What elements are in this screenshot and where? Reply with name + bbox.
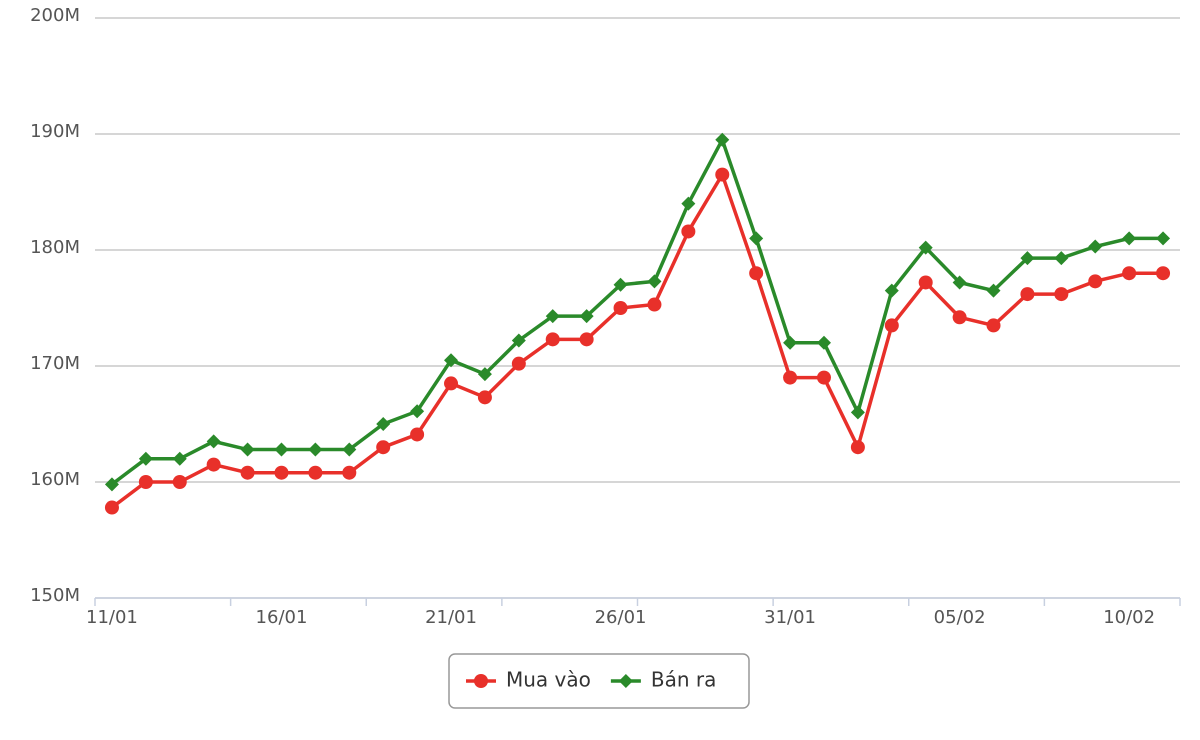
y-tick-label: 180M — [30, 237, 80, 258]
data-point — [579, 332, 594, 347]
data-point — [884, 283, 899, 298]
data-point — [206, 457, 221, 472]
y-tick-label: 160M — [30, 469, 80, 490]
data-point — [681, 224, 696, 239]
data-point — [1020, 251, 1035, 266]
data-point — [1122, 231, 1137, 246]
data-point — [444, 376, 459, 391]
data-point — [1054, 251, 1069, 266]
data-point — [1156, 266, 1171, 281]
data-point — [410, 427, 425, 442]
data-point — [1088, 239, 1103, 254]
x-tick-label: 05/02 — [934, 607, 986, 628]
data-point — [613, 301, 628, 315]
data-point — [952, 275, 967, 290]
data-point — [952, 310, 967, 325]
data-point — [138, 475, 153, 489]
data-point — [1156, 231, 1171, 246]
legend-marker — [474, 674, 488, 688]
data-point — [749, 266, 764, 281]
legend-marker — [618, 674, 633, 688]
y-tick-label: 150M — [30, 585, 80, 606]
data-point — [715, 132, 730, 147]
data-point — [850, 405, 865, 420]
data-point — [816, 335, 831, 350]
data-point — [681, 196, 696, 211]
data-point — [376, 440, 391, 455]
data-point — [376, 417, 391, 431]
data-point — [342, 442, 357, 457]
data-point — [545, 332, 560, 347]
series-line — [110, 170, 1164, 509]
x-tick-label: 11/01 — [86, 607, 138, 628]
data-point — [850, 440, 865, 455]
y-tick-label: 200M — [30, 5, 80, 26]
data-point — [986, 283, 1001, 298]
legend-box — [448, 653, 750, 709]
data-point — [986, 318, 1001, 333]
data-point — [138, 451, 153, 466]
data-point — [104, 500, 119, 515]
data-point — [1122, 266, 1137, 281]
data-point — [240, 442, 255, 457]
data-point — [715, 167, 730, 182]
data-point — [783, 370, 798, 385]
data-point — [816, 370, 831, 385]
y-tick-label: 170M — [30, 353, 80, 374]
data-point — [172, 475, 187, 489]
data-point — [172, 451, 187, 466]
data-point — [511, 333, 526, 348]
data-point — [477, 367, 492, 382]
data-point — [1020, 287, 1035, 302]
data-point — [579, 309, 594, 324]
data-point — [274, 442, 289, 457]
data-point — [308, 442, 323, 457]
data-point — [783, 335, 798, 350]
data-point — [206, 434, 221, 449]
legend: Mua vào Bán ra — [466, 668, 716, 692]
data-point — [410, 404, 425, 419]
x-tick-label: 10/02 — [1103, 607, 1155, 628]
data-point — [104, 477, 119, 492]
x-tick-label: 21/01 — [425, 607, 477, 628]
data-point — [1088, 274, 1103, 289]
data-point — [274, 465, 289, 480]
data-point — [240, 465, 255, 480]
data-point — [884, 318, 899, 333]
data-point — [477, 390, 492, 405]
data-point — [342, 465, 357, 480]
data-point — [511, 356, 526, 371]
legend-label: Bán ra — [651, 668, 717, 692]
data-point — [308, 465, 323, 480]
data-point — [1054, 287, 1069, 302]
data-point — [918, 240, 933, 255]
x-tick-label: 16/01 — [256, 607, 308, 628]
x-tick-label: 31/01 — [764, 607, 816, 628]
data-point — [647, 274, 662, 289]
data-point — [749, 231, 764, 246]
data-point — [613, 277, 628, 292]
x-tick-label: 26/01 — [595, 607, 647, 628]
data-point — [444, 353, 459, 368]
data-point — [918, 275, 933, 290]
data-point — [545, 309, 560, 324]
y-tick-label: 190M — [30, 121, 80, 142]
data-point — [647, 297, 662, 312]
legend-label: Mua vào — [506, 668, 591, 692]
